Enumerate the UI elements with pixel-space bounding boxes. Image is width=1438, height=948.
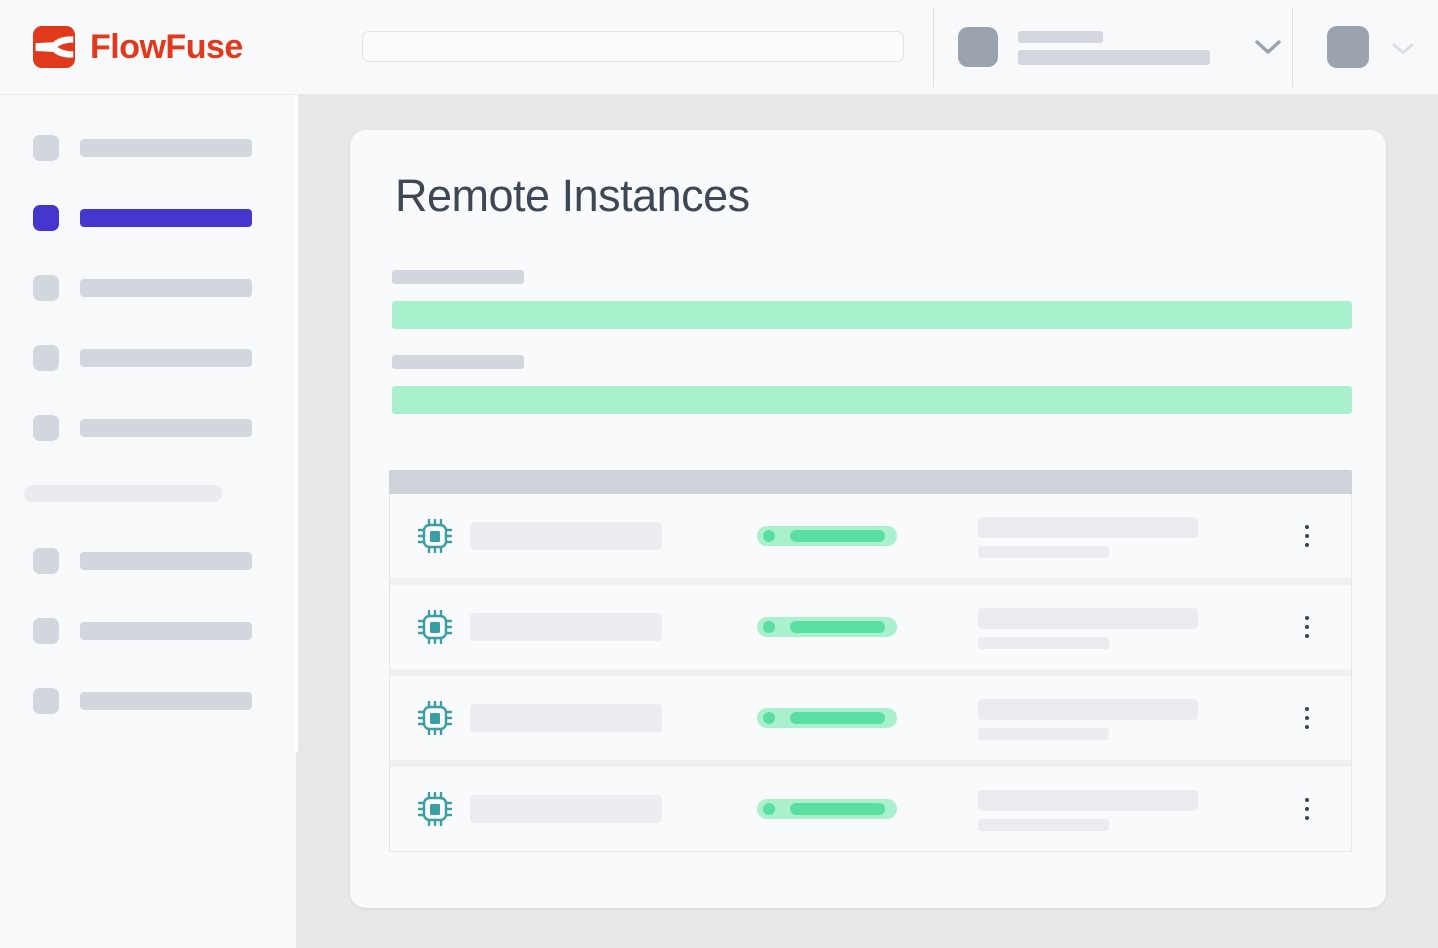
- kebab-menu-icon[interactable]: [1301, 703, 1313, 733]
- sidebar-item-icon: [33, 345, 59, 371]
- sidebar-item-label-skeleton: [80, 692, 252, 710]
- sidebar-item-icon: [33, 688, 59, 714]
- kebab-menu-icon[interactable]: [1301, 794, 1313, 824]
- table-row[interactable]: [390, 676, 1351, 760]
- sidebar-item-icon: [33, 415, 59, 441]
- kebab-menu-icon[interactable]: [1301, 521, 1313, 551]
- instance-meta: [978, 789, 1198, 831]
- form-fields: [392, 270, 1352, 440]
- team-label-skeleton: [1018, 31, 1103, 43]
- field-value-highlight[interactable]: [392, 386, 1352, 414]
- page-title: Remote Instances: [395, 170, 750, 221]
- form-field: [392, 270, 1352, 329]
- sidebar-item-label-skeleton: [80, 139, 252, 157]
- meta-line-skeleton: [978, 818, 1109, 831]
- sidebar-item-icon: [33, 135, 59, 161]
- flowfuse-logo-icon: [33, 26, 75, 68]
- meta-line-skeleton: [978, 545, 1109, 558]
- kebab-menu-icon[interactable]: [1301, 612, 1313, 642]
- sidebar: [0, 95, 296, 948]
- meta-line-skeleton: [978, 636, 1109, 649]
- status-label-skeleton: [790, 803, 885, 815]
- instance-meta: [978, 607, 1198, 649]
- global-search-input[interactable]: [362, 31, 904, 62]
- sidebar-item-label-skeleton: [80, 349, 252, 367]
- sidebar-item[interactable]: [33, 344, 296, 372]
- sidebar-item-label-skeleton: [80, 419, 252, 437]
- table-row[interactable]: [390, 585, 1351, 669]
- brand-name: FlowFuse: [90, 27, 243, 66]
- meta-line-skeleton: [978, 698, 1198, 720]
- chip-icon: [418, 701, 452, 735]
- chevron-down-icon[interactable]: [1255, 40, 1281, 55]
- instance-name-skeleton: [470, 704, 662, 732]
- status-dot: [763, 712, 775, 724]
- table-header-skeleton: [389, 470, 1352, 494]
- field-label-skeleton: [392, 270, 524, 284]
- instance-name-skeleton: [470, 795, 662, 823]
- header-divider: [933, 8, 934, 87]
- sidebar-item[interactable]: [33, 134, 296, 162]
- instance-name-skeleton: [470, 522, 662, 550]
- chevron-down-icon[interactable]: [1392, 43, 1414, 55]
- sidebar-nav-bottom: [0, 502, 296, 757]
- instance-meta: [978, 516, 1198, 558]
- sidebar-item[interactable]: [33, 204, 296, 232]
- field-value-highlight[interactable]: [392, 301, 1352, 329]
- user-avatar[interactable]: [1327, 26, 1369, 68]
- top-header: FlowFuse: [0, 0, 1438, 95]
- sidebar-section-skeleton: [24, 485, 222, 502]
- sidebar-item-icon: [33, 275, 59, 301]
- sidebar-item-label-skeleton: [80, 552, 252, 570]
- sidebar-item[interactable]: [33, 274, 296, 302]
- instances-table: [389, 470, 1352, 852]
- status-label-skeleton: [790, 530, 885, 542]
- status-badge: [757, 708, 897, 728]
- sidebar-item-label-skeleton: [80, 209, 252, 227]
- brand-logo[interactable]: FlowFuse: [33, 26, 243, 68]
- field-label-skeleton: [392, 355, 524, 369]
- chip-icon: [418, 610, 452, 644]
- sidebar-item[interactable]: [33, 617, 296, 645]
- chip-icon: [418, 519, 452, 553]
- sidebar-item-label-skeleton: [80, 279, 252, 297]
- sidebar-item-icon: [33, 618, 59, 644]
- sidebar-item[interactable]: [33, 414, 296, 442]
- sidebar-item-icon: [33, 205, 59, 231]
- sidebar-item-label-skeleton: [80, 622, 252, 640]
- table-row[interactable]: [390, 494, 1351, 578]
- meta-line-skeleton: [978, 516, 1198, 538]
- sidebar-item[interactable]: [33, 547, 296, 575]
- form-field: [392, 355, 1352, 414]
- instance-name-skeleton: [470, 613, 662, 641]
- chip-icon: [418, 792, 452, 826]
- header-divider: [1292, 8, 1293, 87]
- status-badge: [757, 617, 897, 637]
- status-dot: [763, 803, 775, 815]
- status-dot: [763, 621, 775, 633]
- status-label-skeleton: [790, 621, 885, 633]
- content-card: Remote Instances: [350, 130, 1386, 908]
- meta-line-skeleton: [978, 607, 1198, 629]
- meta-line-skeleton: [978, 727, 1109, 740]
- instance-meta: [978, 698, 1198, 740]
- status-badge: [757, 799, 897, 819]
- table-row[interactable]: [390, 767, 1351, 851]
- sidebar-nav-top: [0, 95, 296, 484]
- sidebar-item-icon: [33, 548, 59, 574]
- status-badge: [757, 526, 897, 546]
- team-avatar[interactable]: [958, 27, 998, 67]
- main-content: Remote Instances: [296, 95, 1438, 948]
- sidebar-item[interactable]: [33, 687, 296, 715]
- sidebar-scrollbar[interactable]: [294, 95, 298, 752]
- team-name-skeleton: [1018, 50, 1210, 65]
- status-label-skeleton: [790, 712, 885, 724]
- meta-line-skeleton: [978, 789, 1198, 811]
- table-body: [389, 494, 1352, 852]
- status-dot: [763, 530, 775, 542]
